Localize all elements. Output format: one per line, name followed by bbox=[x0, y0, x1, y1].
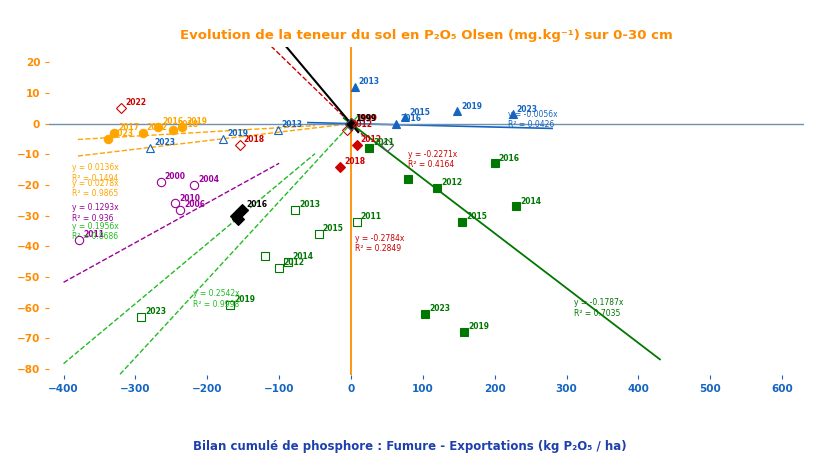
Text: 2023: 2023 bbox=[154, 138, 174, 147]
Text: 2016: 2016 bbox=[246, 200, 267, 209]
Text: 2013: 2013 bbox=[282, 120, 302, 129]
Text: 2023: 2023 bbox=[428, 304, 450, 313]
Text: 2000: 2000 bbox=[165, 172, 186, 181]
Text: 2022: 2022 bbox=[125, 98, 146, 107]
Text: 2015: 2015 bbox=[323, 224, 343, 233]
Text: 2019: 2019 bbox=[227, 129, 248, 138]
Text: 2012: 2012 bbox=[147, 123, 168, 132]
Text: 2012: 2012 bbox=[351, 120, 372, 129]
Text: 2014: 2014 bbox=[520, 197, 541, 206]
Text: y = 0.0278x
R² = 0.9865: y = 0.0278x R² = 0.9865 bbox=[72, 179, 119, 198]
Text: 2015: 2015 bbox=[466, 212, 486, 221]
Text: 2017: 2017 bbox=[118, 123, 139, 132]
Text: 2019: 2019 bbox=[468, 323, 489, 332]
Text: 2019: 2019 bbox=[186, 117, 207, 126]
Text: y = 0.0136x
R² = 0.1494: y = 0.0136x R² = 0.1494 bbox=[72, 164, 119, 183]
Text: y = 0.1293x
R² = 0.936: y = 0.1293x R² = 0.936 bbox=[72, 204, 119, 223]
Text: y = -0.2784x
R² = 0.2849: y = -0.2784x R² = 0.2849 bbox=[354, 234, 404, 253]
Text: Bilan cumulé de phosphore : Fumure - Exportations (kg P₂O₅ / ha): Bilan cumulé de phosphore : Fumure - Exp… bbox=[193, 439, 626, 453]
Text: 2012: 2012 bbox=[360, 135, 382, 144]
Text: y = -0.2271x
R² = 0.4164: y = -0.2271x R² = 0.4164 bbox=[408, 150, 457, 169]
Text: 2011: 2011 bbox=[360, 212, 382, 221]
Text: 2023: 2023 bbox=[112, 129, 133, 138]
Text: 2016: 2016 bbox=[498, 154, 519, 163]
Text: 2023: 2023 bbox=[516, 105, 537, 113]
Text: 2019: 2019 bbox=[234, 295, 255, 304]
Text: 2011: 2011 bbox=[373, 138, 394, 147]
Text: 2006: 2006 bbox=[184, 200, 205, 209]
Text: 1999: 1999 bbox=[355, 114, 376, 123]
Text: 2013: 2013 bbox=[299, 200, 319, 209]
Text: 2011: 2011 bbox=[84, 230, 104, 239]
Text: 2012: 2012 bbox=[441, 178, 462, 187]
Title: Evolution de la teneur du sol en P₂O₅ Olsen (mg.kg⁻¹) sur 0-30 cm: Evolution de la teneur du sol en P₂O₅ Ol… bbox=[180, 29, 672, 42]
Text: 1999: 1999 bbox=[356, 114, 377, 123]
Text: 2013: 2013 bbox=[358, 77, 379, 86]
Text: 2018: 2018 bbox=[177, 120, 198, 129]
Text: 2004: 2004 bbox=[198, 175, 219, 184]
Text: 2016: 2016 bbox=[400, 114, 421, 123]
Text: 2023: 2023 bbox=[145, 307, 166, 316]
Text: y = -0.0056x
R² = 0.0426: y = -0.0056x R² = 0.0426 bbox=[507, 110, 557, 129]
Text: y = 0.2542x
R² = 0.9998: y = 0.2542x R² = 0.9998 bbox=[192, 289, 239, 309]
Text: y = -0.1787x
R² = 0.7035: y = -0.1787x R² = 0.7035 bbox=[573, 298, 622, 318]
Text: 2016: 2016 bbox=[162, 117, 183, 126]
Text: 2018: 2018 bbox=[243, 135, 265, 144]
Text: 2012: 2012 bbox=[283, 258, 304, 267]
Text: 2018: 2018 bbox=[344, 157, 365, 166]
Text: 2014: 2014 bbox=[292, 252, 313, 261]
Text: y = 0.1956x
R² = 0.8686: y = 0.1956x R² = 0.8686 bbox=[72, 222, 119, 241]
Text: 2019: 2019 bbox=[461, 102, 482, 111]
Text: 2010: 2010 bbox=[179, 194, 200, 203]
Text: 2015: 2015 bbox=[409, 108, 429, 117]
